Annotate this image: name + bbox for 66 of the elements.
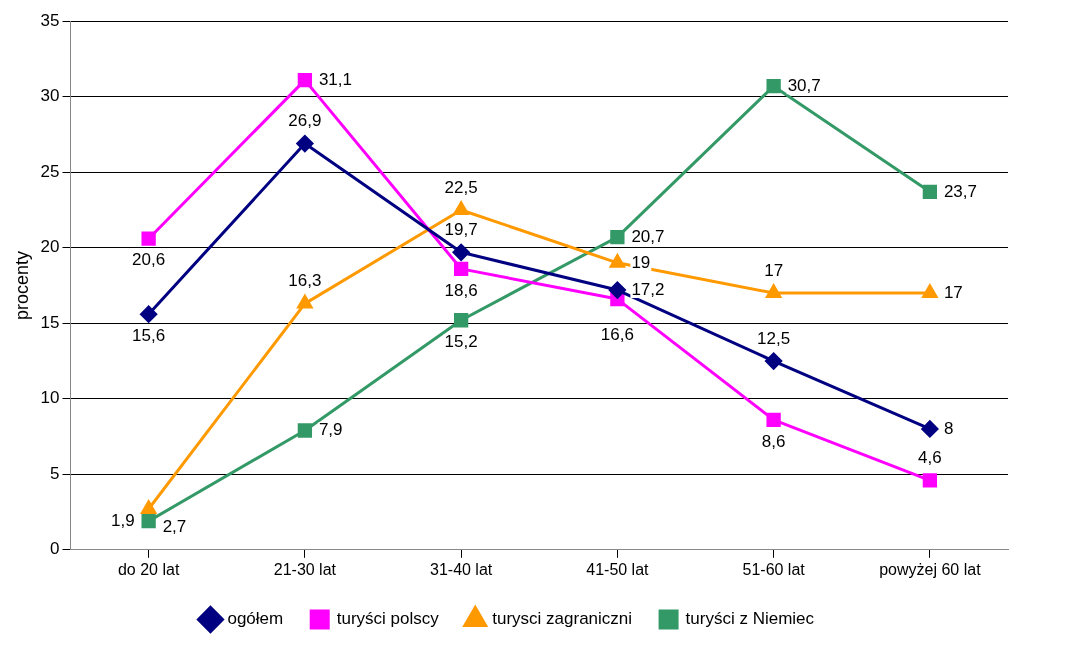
data-label: 15,6 [132, 325, 166, 345]
data-label: 7,9 [318, 420, 343, 440]
y-tick-label: 35 [40, 10, 60, 30]
point [297, 423, 313, 438]
point [609, 254, 625, 268]
data-label: 17,2 [631, 279, 665, 299]
y-tick-label: 15 [40, 312, 60, 332]
legend-label: turysci zagraniczni [492, 609, 633, 629]
data-label: 1,9 [111, 510, 135, 530]
point [766, 78, 781, 94]
y-axis-title: procenty [11, 250, 32, 321]
point [296, 135, 314, 153]
point [922, 284, 938, 299]
data-label: 18,6 [444, 280, 478, 300]
point [453, 261, 469, 277]
legend-label: turyści z Niemiec [685, 609, 815, 629]
data-label: 23,7 [943, 181, 977, 201]
x-tick-label: 31-40 lat [430, 560, 493, 578]
point [453, 313, 469, 328]
point [765, 352, 783, 370]
point [140, 305, 158, 323]
y-tick-label: 20 [40, 237, 60, 257]
y-tick-label: 10 [40, 388, 60, 408]
point [297, 72, 313, 88]
x-tick-label: 41-50 lat [586, 560, 650, 578]
point [608, 281, 626, 299]
point [922, 184, 938, 200]
data-label: 20,6 [132, 250, 166, 270]
x-tick-label: 51-60 lat [742, 560, 806, 578]
data-label: 17 [943, 282, 963, 302]
data-label: 17 [764, 260, 784, 280]
data-label: 22,5 [444, 177, 478, 197]
data-label: 26,9 [288, 111, 322, 131]
point [297, 295, 313, 309]
point [141, 231, 156, 246]
point [922, 473, 938, 488]
y-tick-label: 0 [50, 539, 60, 559]
x-tick-label: 21-30 lat [273, 560, 337, 578]
point [766, 412, 781, 428]
data-label: 15,2 [444, 331, 478, 351]
data-label: 19,7 [444, 219, 478, 239]
legend-label: turyści polscy [336, 609, 440, 629]
x-tick-label: do 20 lat [117, 560, 180, 578]
point [452, 243, 470, 261]
y-tick-label: 5 [50, 463, 60, 483]
y-tick-label: 30 [40, 86, 60, 106]
y-tick-label: 25 [40, 161, 60, 181]
data-label: 2,7 [162, 516, 187, 536]
point [141, 513, 156, 529]
x-tick-label: powyżej 60 lat [879, 560, 982, 578]
data-label: 8 [943, 418, 954, 438]
point [766, 284, 782, 299]
point [610, 230, 625, 245]
data-label: 31,1 [318, 69, 352, 89]
data-label: 4,6 [918, 448, 942, 468]
point [921, 420, 939, 438]
data-label: 12,5 [757, 328, 791, 348]
data-label: 16,6 [600, 324, 634, 344]
legend-label: ogółem [227, 609, 284, 629]
data-label: 16,3 [288, 271, 322, 291]
point [453, 201, 469, 215]
data-label: 20,7 [631, 226, 665, 246]
data-label: 8,6 [761, 431, 786, 451]
data-label: 30,7 [787, 75, 821, 95]
data-label: 19 [631, 252, 651, 272]
point [141, 500, 157, 515]
